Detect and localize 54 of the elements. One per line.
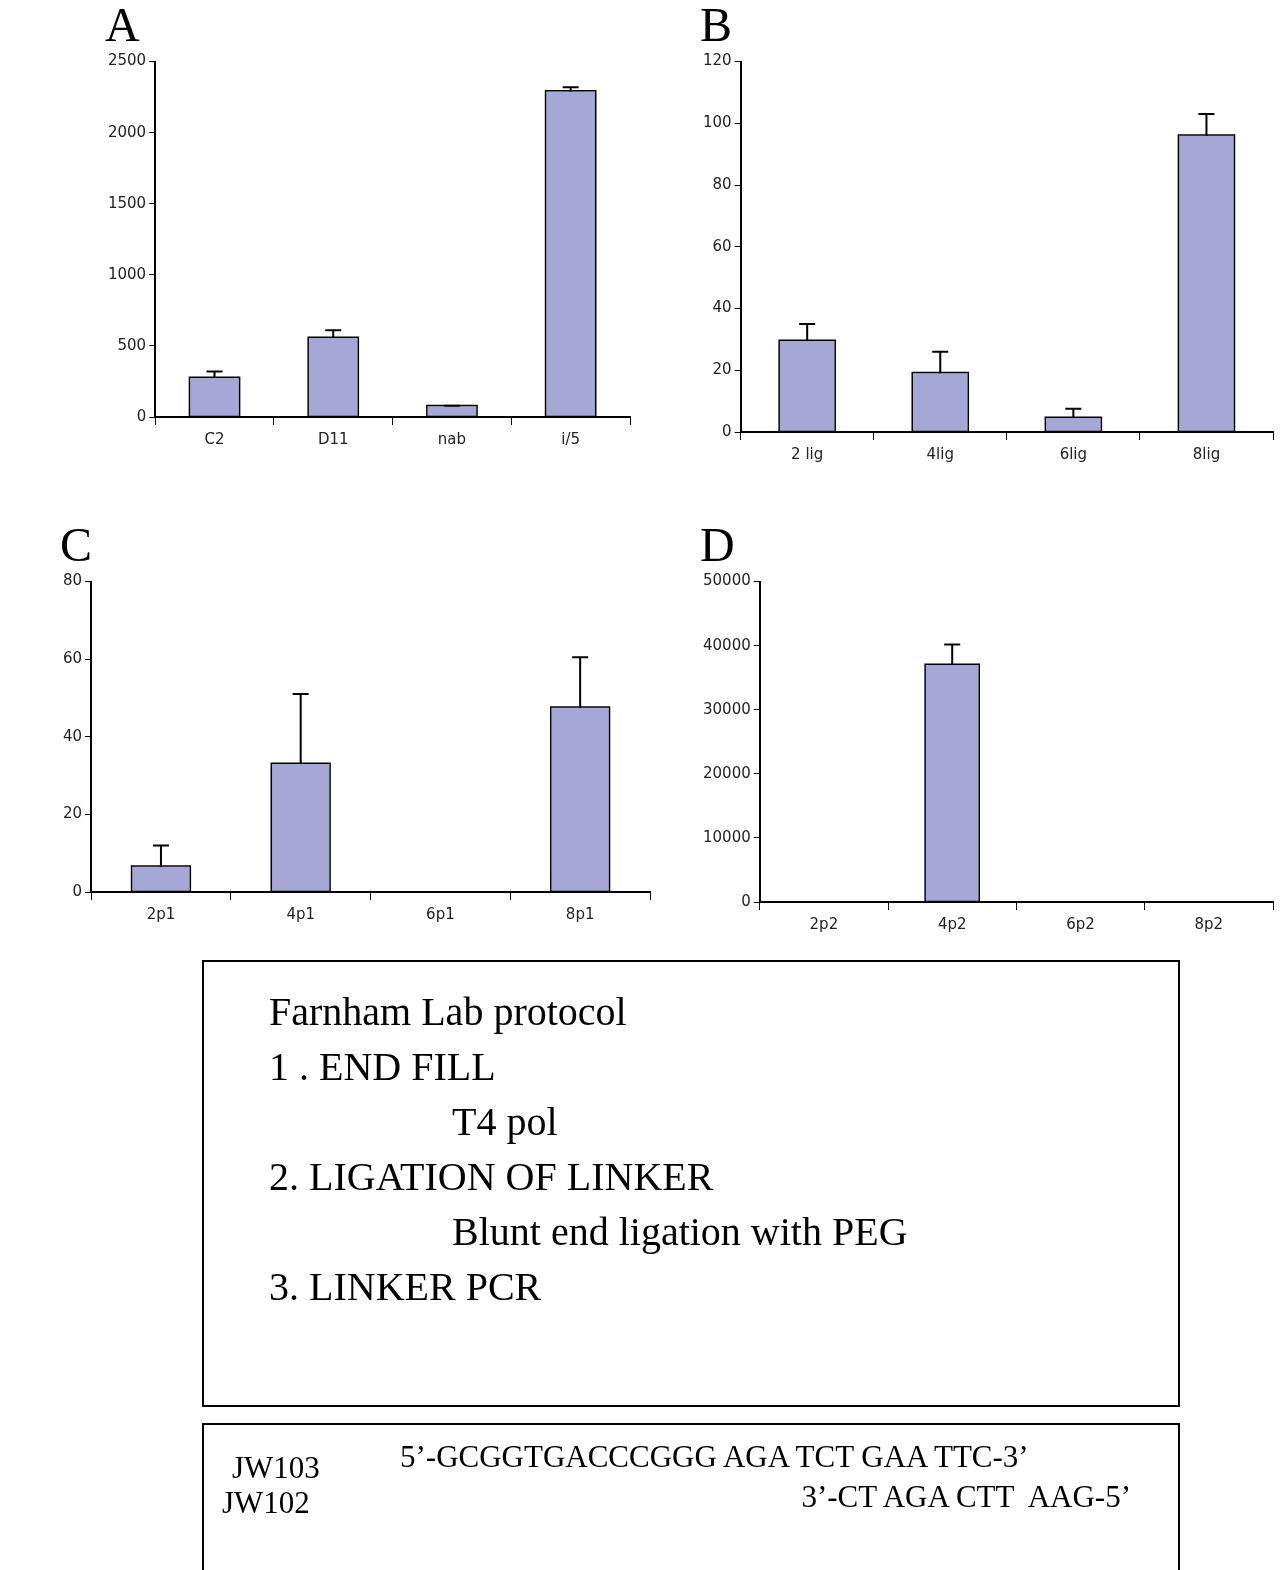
text: JW103 [232,1450,320,1486]
x-tick-label: 2p2 [809,914,839,933]
y-tick-label: 2000 [107,122,147,141]
y-tick-label: 80 [712,174,732,193]
y-tick-label: 60 [62,649,83,668]
x-tick-label: 4p2 [937,914,967,933]
text: Blunt end ligation with PEG [452,1209,908,1254]
y-tick-label: 100 [702,113,732,132]
y-tick-label: 40 [62,726,83,745]
y-tick-label: 2500 [107,51,147,70]
y-tick-label: 40 [712,298,732,317]
x-tick-label: 6p2 [1066,914,1095,933]
y-tick-label: 20 [712,360,732,379]
y-tick-label: 500 [117,335,147,354]
y-tick-label: 10000 [703,827,751,846]
text: JW102 [222,1485,310,1521]
text: 1 . END FILL [269,1044,496,1089]
y-tick-label: 40000 [703,635,751,654]
text: T4 pol [452,1099,558,1144]
x-tick-label: 2 lig [791,444,824,463]
y-tick-label: 1500 [107,193,147,212]
x-tick-label: 8p2 [1194,914,1224,933]
text: 3. LINKER PCR [269,1264,542,1309]
y-tick-label: 30000 [703,699,751,718]
text: 2. LIGATION OF LINKER [269,1154,714,1199]
x-tick-label: i/5 [561,429,581,448]
y-tick-label: 1000 [107,264,147,283]
y-tick-label: 20 [62,804,83,823]
chart-title: A [105,0,140,52]
x-tick-label: 6lig [1059,444,1088,463]
y-tick-label: 20000 [703,763,751,782]
x-tick-label: C2 [204,429,225,448]
y-tick-label: 120 [702,51,732,70]
chart-title: C [60,518,93,572]
text: 3’-CT AGA CTT AAG-5’ [801,1479,1131,1515]
y-tick-label: 0 [72,881,83,900]
chart-title: D [700,518,735,572]
x-tick-label: nab [437,429,467,448]
x-tick-label: 8p1 [565,904,595,923]
y-tick-label: 0 [136,406,147,425]
x-tick-label: 4lig [926,444,954,463]
x-tick-label: 4p1 [286,904,315,923]
y-tick-label: 0 [741,891,751,910]
y-tick-label: 0 [722,421,732,440]
x-tick-label: D11 [317,429,349,448]
chart-title: B [700,0,733,52]
y-tick-label: 80 [62,571,83,590]
y-tick-label: 60 [712,236,732,255]
text: 5’-GCGGTGACCCGGG AGA TCT GAA TTC-3’ [400,1439,1029,1475]
x-tick-label: 8lig [1192,444,1221,463]
text: Farnham Lab protocol [269,989,627,1034]
x-tick-label: 6p1 [426,904,455,923]
x-tick-label: 2p1 [146,904,176,923]
y-tick-label: 50000 [703,571,751,590]
